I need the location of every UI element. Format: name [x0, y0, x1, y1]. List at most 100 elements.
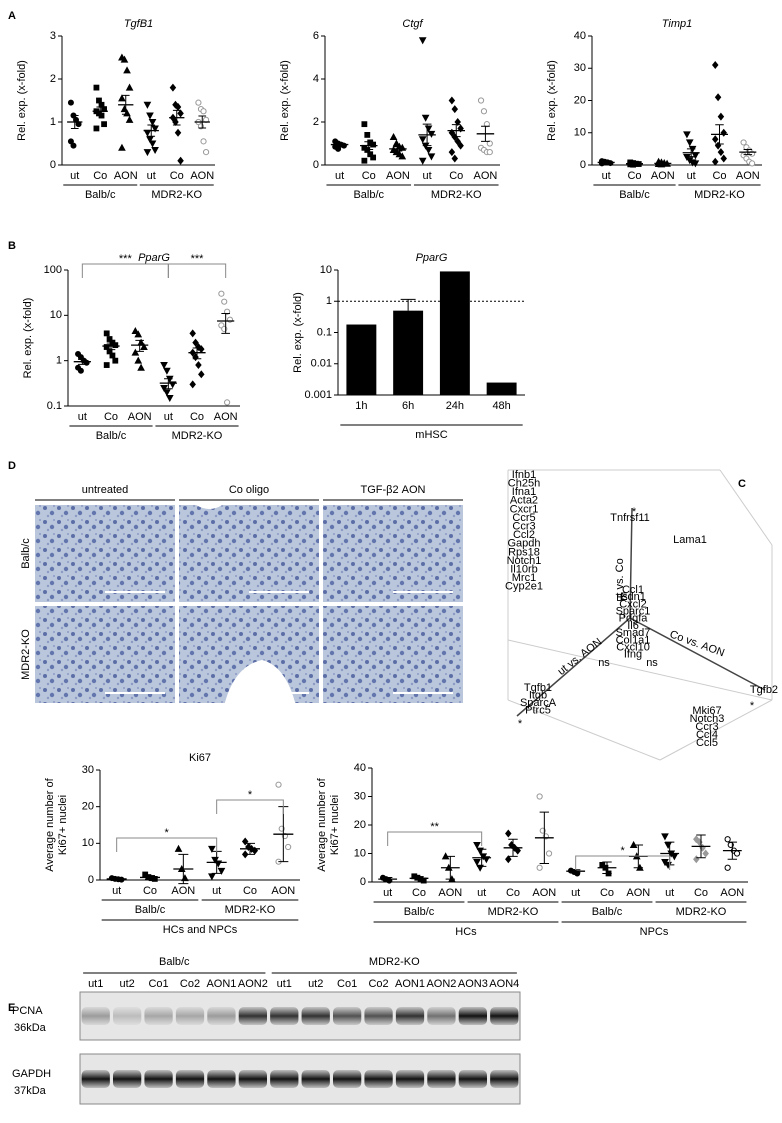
lane-label: AON1: [206, 978, 236, 990]
y-tick-label: 40: [354, 762, 366, 774]
ns-label: ns: [646, 657, 658, 669]
data-point: [480, 108, 488, 115]
error-bar: [96, 106, 105, 117]
bar: [439, 271, 470, 395]
y-tick-label: 0: [580, 159, 586, 171]
bar: [393, 310, 424, 395]
data-point: [389, 133, 398, 141]
data-point: [137, 363, 145, 371]
data-point: [724, 836, 731, 843]
down-gene: Ccl5: [696, 737, 718, 749]
y-tick-label: 30: [82, 764, 94, 776]
neutral-gene: Pdgfa: [619, 613, 649, 625]
data-point: [473, 859, 481, 867]
group-label: Balb/c: [592, 906, 623, 918]
neutral-gene: Cxcl10: [616, 642, 650, 654]
chart-title: TgfB1: [124, 18, 153, 30]
y-axis-label: Average number of: [316, 777, 328, 871]
up-gene: Ifnb1: [512, 469, 536, 481]
data-point: [148, 119, 157, 127]
data-point: [418, 37, 427, 45]
error-bar: [198, 115, 207, 129]
lane-label: Co1: [148, 978, 168, 990]
error-bar: [111, 877, 122, 881]
x-tick-label: ut: [212, 885, 221, 897]
data-point: [693, 835, 700, 844]
vessel: [196, 505, 222, 509]
blot-band: [490, 1007, 519, 1025]
lane-label: Co1: [337, 978, 357, 990]
significance-label: **: [430, 821, 439, 833]
error-bar: [70, 115, 79, 129]
data-point: [717, 112, 725, 121]
x-tick-label: Co: [243, 885, 257, 897]
column-header: Co oligo: [229, 484, 269, 496]
error-bar: [192, 347, 202, 360]
data-point: [112, 342, 119, 349]
down-gene: Ccl4: [696, 729, 718, 741]
row-header: MDR2-KO: [20, 629, 32, 680]
neutral-gene: Edn1: [620, 591, 646, 603]
y-axis-label: Average number of: [44, 777, 56, 871]
x-tick-label: 1h: [355, 400, 367, 412]
group-label: Balb/c: [404, 906, 435, 918]
data-point: [131, 327, 140, 335]
data-point: [693, 855, 700, 864]
error-bar: [539, 811, 550, 864]
box-edge: [507, 639, 773, 701]
up-gene: Cyp2e1: [505, 581, 543, 593]
x-tick-label: AON: [114, 170, 138, 182]
data-point: [134, 356, 143, 364]
x-tick-label: AON: [438, 887, 462, 899]
error-bar: [451, 124, 461, 138]
up-gene: Ccr5: [512, 512, 535, 524]
y-axis-label: Rel. exp. (x-fold): [22, 298, 34, 379]
data-point: [486, 149, 493, 156]
data-point: [198, 370, 205, 379]
axis-3d: [629, 617, 766, 691]
data-point: [361, 121, 368, 128]
lane-label: Co2: [180, 978, 200, 990]
x-tick-label: ut: [571, 887, 580, 899]
error-bar: [630, 162, 639, 165]
x-tick-label: AON: [128, 411, 152, 423]
y-tick-label: 3: [50, 30, 56, 42]
significance-star: *: [518, 718, 523, 730]
neutral-gene: Sparc1: [616, 606, 651, 618]
neutral-gene: Ccl1: [622, 584, 644, 596]
y-tick-label: 10: [354, 847, 366, 859]
axis-3d: [516, 617, 631, 717]
x-tick-label: AON: [626, 887, 650, 899]
lane-label: ut1: [277, 978, 292, 990]
error-bar: [135, 339, 144, 352]
size-label: 37kDa: [14, 1085, 47, 1097]
chart-title: Ki67: [189, 752, 211, 764]
data-point: [67, 99, 74, 106]
error-bar: [335, 142, 344, 147]
axis-3d-label: ut vs. Co: [614, 558, 626, 601]
x-tick-label: AON: [386, 170, 410, 182]
y-tick-label: 1: [56, 355, 62, 367]
data-point: [473, 841, 481, 849]
blot-band: [238, 1007, 267, 1025]
x-tick-label: Co: [143, 885, 157, 897]
data-point: [118, 143, 126, 151]
micrograph: [323, 606, 463, 703]
error-bar: [400, 298, 416, 311]
data-point: [361, 157, 368, 164]
x-tick-label: ut: [78, 411, 87, 423]
y-tick-label: 4: [313, 73, 319, 85]
data-point: [691, 160, 700, 168]
y-axis-label: Ki67+ nuclei: [329, 795, 341, 855]
x-tick-label: Co: [362, 170, 376, 182]
blot-band: [458, 1070, 487, 1088]
x-tick-label: ut: [112, 885, 121, 897]
data-point: [702, 849, 709, 858]
data-point: [118, 94, 126, 102]
y-tick-label: 6: [313, 30, 319, 42]
significance-bracket: [116, 837, 218, 852]
blot-band: [81, 1007, 110, 1025]
protein-label: PCNA: [12, 1005, 43, 1017]
y-axis-label: Rel. exp. (x-fold): [292, 292, 304, 373]
